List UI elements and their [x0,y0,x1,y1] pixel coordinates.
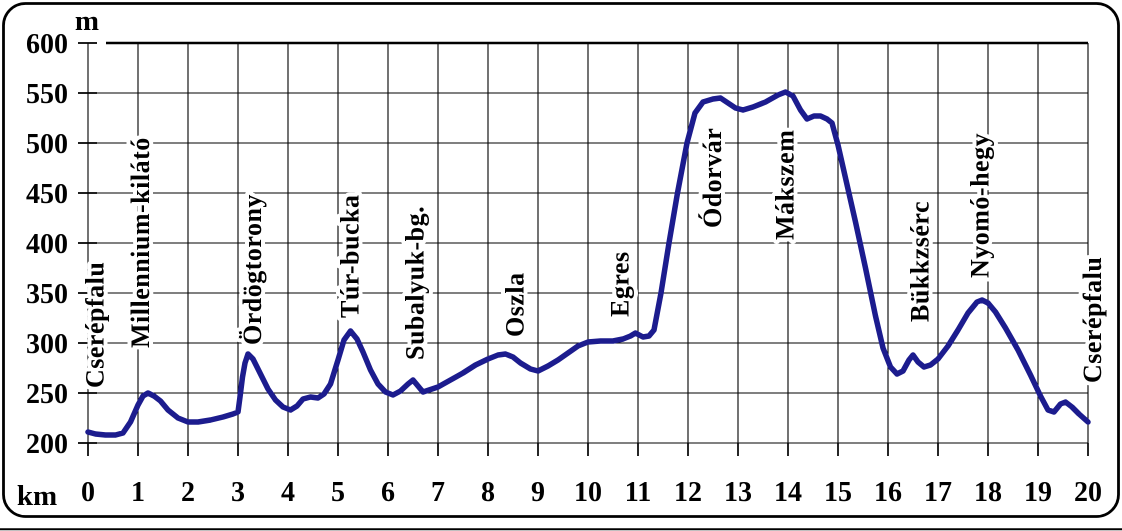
x-axis-tick-label: 6 [381,477,395,508]
waypoint-label: Cserépfalu [81,262,110,388]
waypoint-label: Mákszem [771,130,800,240]
x-axis-tick-label: 15 [824,477,852,508]
waypoint-label: Egres [606,251,635,317]
waypoint-label: Bükkzsérc [906,201,935,322]
waypoint-label: Ördögtorony [238,194,267,345]
y-axis-tick-label: 300 [26,329,68,360]
y-axis-tick-label: 600 [26,29,68,60]
y-axis-tick-label: 500 [26,129,68,160]
elevation-profile-line [85,89,1091,438]
x-axis-tick-label: 13 [724,477,752,508]
x-axis-tick-label: 14 [774,477,802,508]
waypoint-label: Subalyuk-bg. [401,206,430,360]
waypoint-label: Oszla [501,272,530,337]
waypoint-label: Túr-bucka [336,195,365,318]
x-axis-tick-label: 1 [131,477,145,508]
x-axis-tick-label: 5 [331,477,345,508]
y-axis-tick-label: 350 [26,279,68,310]
x-axis-tick-label: 11 [625,477,651,508]
y-axis-tick-label: 550 [26,79,68,110]
figure-border [2,2,1120,518]
x-axis-tick-label: 10 [574,477,602,508]
waypoint-label: Millennium-kilátó [126,137,155,348]
waypoint-label: Ódorvár [698,128,727,228]
waypoint-label: Nyomó-hegy [966,133,995,278]
x-axis-tick-label: 7 [431,477,445,508]
x-axis-tick-label: 17 [924,477,952,508]
y-axis-tick-label: 250 [26,379,68,410]
x-axis-tick-label: 4 [281,477,295,508]
x-axis-tick-label: 2 [181,477,195,508]
y-axis-tick-label: 450 [26,179,68,210]
x-axis-tick-label: 20 [1074,477,1102,508]
y-axis-tick-label: 400 [26,229,68,260]
x-axis-unit-label: km [17,480,57,512]
x-axis-tick-label: 19 [1024,477,1052,508]
x-axis-tick-label: 9 [531,477,545,508]
y-axis-tick-label: 200 [26,429,68,460]
x-axis-tick-label: 3 [231,477,245,508]
x-axis-tick-label: 18 [974,477,1002,508]
x-axis-tick-label: 8 [481,477,495,508]
y-axis-unit-label: m [75,5,99,37]
x-axis-tick-label: 12 [674,477,702,508]
x-axis-tick-label: 16 [874,477,902,508]
waypoint-label: Cserépfalu [1078,257,1107,383]
x-axis-tick-label: 0 [81,477,95,508]
